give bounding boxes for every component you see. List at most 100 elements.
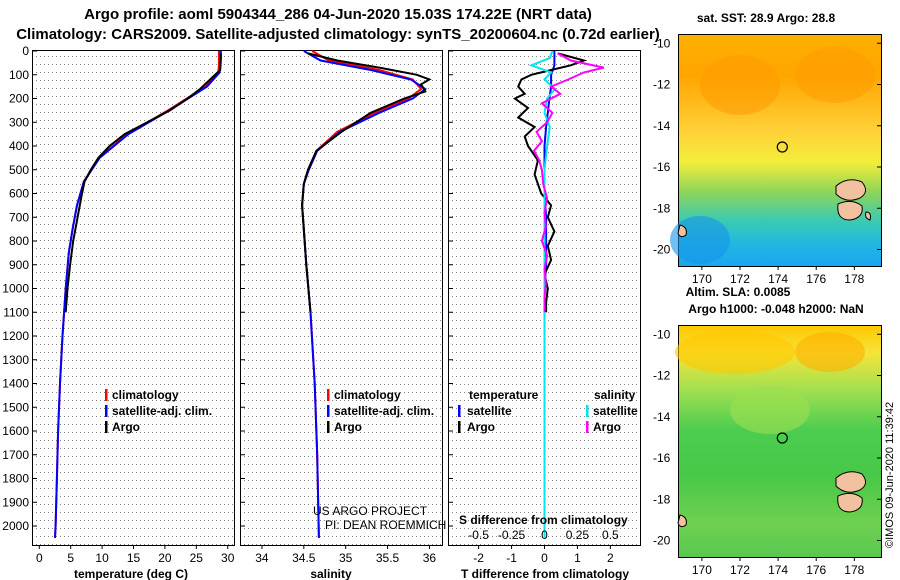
- sst-map-lon-tick-label: 172: [730, 272, 750, 286]
- imos-watermark: ©IMOS 09-Jun-2020 11:39:42: [884, 401, 896, 548]
- sst-map-lat-tick-label: -10: [653, 36, 671, 50]
- depth-tick-label: 1700: [2, 448, 29, 462]
- title-line-2: Climatology: CARS2009. Satellite-adjuste…: [16, 26, 660, 43]
- sla-map: Altim. SLA: 0.0085 Argo h1000: -0.048 h2…: [653, 285, 882, 577]
- temperature-xtick-label: 20: [158, 551, 172, 565]
- difference-s-xtick-label: -0.25: [498, 528, 526, 542]
- legend-s-satellite-label: satellite: [593, 404, 638, 418]
- legend-t-satellite-label: satellite: [467, 404, 512, 418]
- temperature-series-1: [54, 51, 222, 538]
- sst-map-lat-tick-label: -14: [653, 119, 671, 133]
- salinity-xtick-label: 34: [255, 551, 269, 565]
- depth-tick-label: 500: [9, 163, 29, 177]
- sst-map-lon-tick-label: 176: [806, 272, 826, 286]
- legend-s-argo-label: Argo: [593, 420, 621, 434]
- legend-satellite-swatch: [105, 405, 108, 417]
- salinity-plot-frame: [240, 50, 443, 546]
- sla-map-lat-tick-label: -12: [653, 369, 671, 383]
- depth-tick-label: 1800: [2, 472, 29, 486]
- sla-map-lon-tick-label: 178: [844, 563, 864, 577]
- temperature-xtick-label: 5: [67, 551, 74, 565]
- depth-tick-label: 1000: [2, 282, 29, 296]
- legend-climatology-label: climatology: [334, 388, 401, 402]
- depth-tick-label: 400: [9, 139, 29, 153]
- sst-map-axes: 170 172 174 176 178 -10 -12 -14 -16 -18 -20: [653, 36, 881, 286]
- sst-map-lon-tick-label: 170: [692, 272, 712, 286]
- sla-map-lat-tick-label: -18: [653, 492, 671, 506]
- depth-tick-label: 0: [22, 44, 29, 58]
- argo-location-marker: [776, 432, 788, 444]
- title-line-1: Argo profile: aoml 5904344_286 04-Jun-20…: [84, 6, 592, 23]
- difference-xtick-label: 0: [541, 551, 548, 565]
- legend-t-argo-label: Argo: [467, 420, 495, 434]
- salinity-xtick-label: 35.5: [376, 551, 400, 565]
- legend-argo-label: Argo: [334, 420, 362, 434]
- sla-map-lon-tick-label: 170: [692, 563, 712, 577]
- legend-climatology-swatch: [327, 389, 330, 401]
- depth-tick-label: 700: [9, 210, 29, 224]
- depth-tick-label: 1100: [3, 305, 29, 319]
- salinity-xtick-label: 36: [423, 551, 437, 565]
- sla-map-title: Altim. SLA: 0.0085: [686, 285, 791, 299]
- depth-tick-label: 1600: [2, 424, 29, 438]
- legend-climatology-swatch: [105, 389, 108, 401]
- temperature-xtick-label: 30: [221, 551, 235, 565]
- sst-map-lon-tick-label: 174: [768, 272, 788, 286]
- depth-tick-label: 1500: [2, 400, 29, 414]
- difference-s-xtick-label: 0.25: [566, 528, 590, 542]
- difference-xtick-label: 2: [607, 551, 614, 565]
- depth-tick-label: 1200: [2, 329, 29, 343]
- salinity-xtick-label: 34.5: [292, 551, 316, 565]
- sla-map-subtitle: Argo h1000: -0.048 h2000: NaN: [688, 302, 863, 316]
- salinity-xtick-label: 35: [339, 551, 353, 565]
- sst-map-lat-tick-label: -16: [653, 160, 671, 174]
- salinity-series-2: [301, 52, 432, 313]
- legend-satellite-label: satellite-adj. clim.: [112, 404, 212, 418]
- difference-legend: temperature salinity satellite Argo sate…: [458, 388, 638, 434]
- dotted-grids: [33, 51, 640, 545]
- sla-map-lon-tick-label: 176: [806, 563, 826, 577]
- sla-map-lon-tick-label: 174: [768, 563, 788, 577]
- difference-xtick-label: -1: [506, 551, 517, 565]
- depth-tick-label: 2000: [2, 519, 29, 533]
- difference-s-xtick-label: 0: [541, 528, 548, 542]
- difference-xtick-label: 1: [574, 551, 581, 565]
- difference-xtick-label: -2: [473, 551, 484, 565]
- temperature-xtick-label: 10: [95, 551, 109, 565]
- depth-tick-label: 300: [9, 115, 29, 129]
- t-difference-axis-label: T difference from climatology: [461, 567, 629, 580]
- difference-s-xtick-label: -0.5: [468, 528, 489, 542]
- salinity-legend: climatology satellite-adj. clim. Argo: [327, 388, 434, 434]
- difference-series-1: [512, 52, 588, 313]
- legend-satellite-swatch: [327, 405, 330, 417]
- depth-tick-label: 900: [9, 258, 29, 272]
- sst-map-lat-tick-label: -20: [653, 243, 671, 257]
- depth-tick-label: 1900: [2, 495, 29, 509]
- island-shapes: [677, 471, 866, 528]
- depth-tick-label: 600: [9, 187, 29, 201]
- depth-tick-label: 200: [9, 92, 29, 106]
- temperature-xtick-label: 15: [127, 551, 141, 565]
- credit-project: US ARGO PROJECT: [313, 504, 428, 518]
- difference-series-2: [528, 50, 557, 538]
- depth-tick-label: 1400: [2, 377, 29, 391]
- sla-map-lat-tick-label: -20: [653, 534, 671, 548]
- sst-map-lat-tick-label: -18: [653, 201, 671, 215]
- island-shapes: [677, 179, 871, 238]
- temperature-xtick-label: 0: [36, 551, 43, 565]
- legend-satellite-label: satellite-adj. clim.: [334, 404, 434, 418]
- legend-s-satellite-swatch: [586, 405, 589, 417]
- legend-s-argo-swatch: [586, 421, 589, 433]
- temperature-axis-label: temperature (deg C): [74, 567, 188, 580]
- difference-s-xtick-label: 0.5: [602, 528, 619, 542]
- temperature-legend: climatology satellite-adj. clim. Argo: [105, 388, 212, 434]
- sla-map-lat-tick-label: -10: [653, 327, 671, 341]
- legend-argo-label: Argo: [112, 420, 140, 434]
- depth-tick-label: 100: [9, 68, 29, 82]
- difference-series-3: [532, 52, 605, 313]
- temperature-xtick-label: 25: [190, 551, 204, 565]
- argo-location-marker: [776, 141, 788, 153]
- sst-map-lat-tick-label: -12: [653, 78, 671, 92]
- legend-temperature-title: temperature: [469, 388, 539, 402]
- depth-tick-label: 1300: [2, 353, 29, 367]
